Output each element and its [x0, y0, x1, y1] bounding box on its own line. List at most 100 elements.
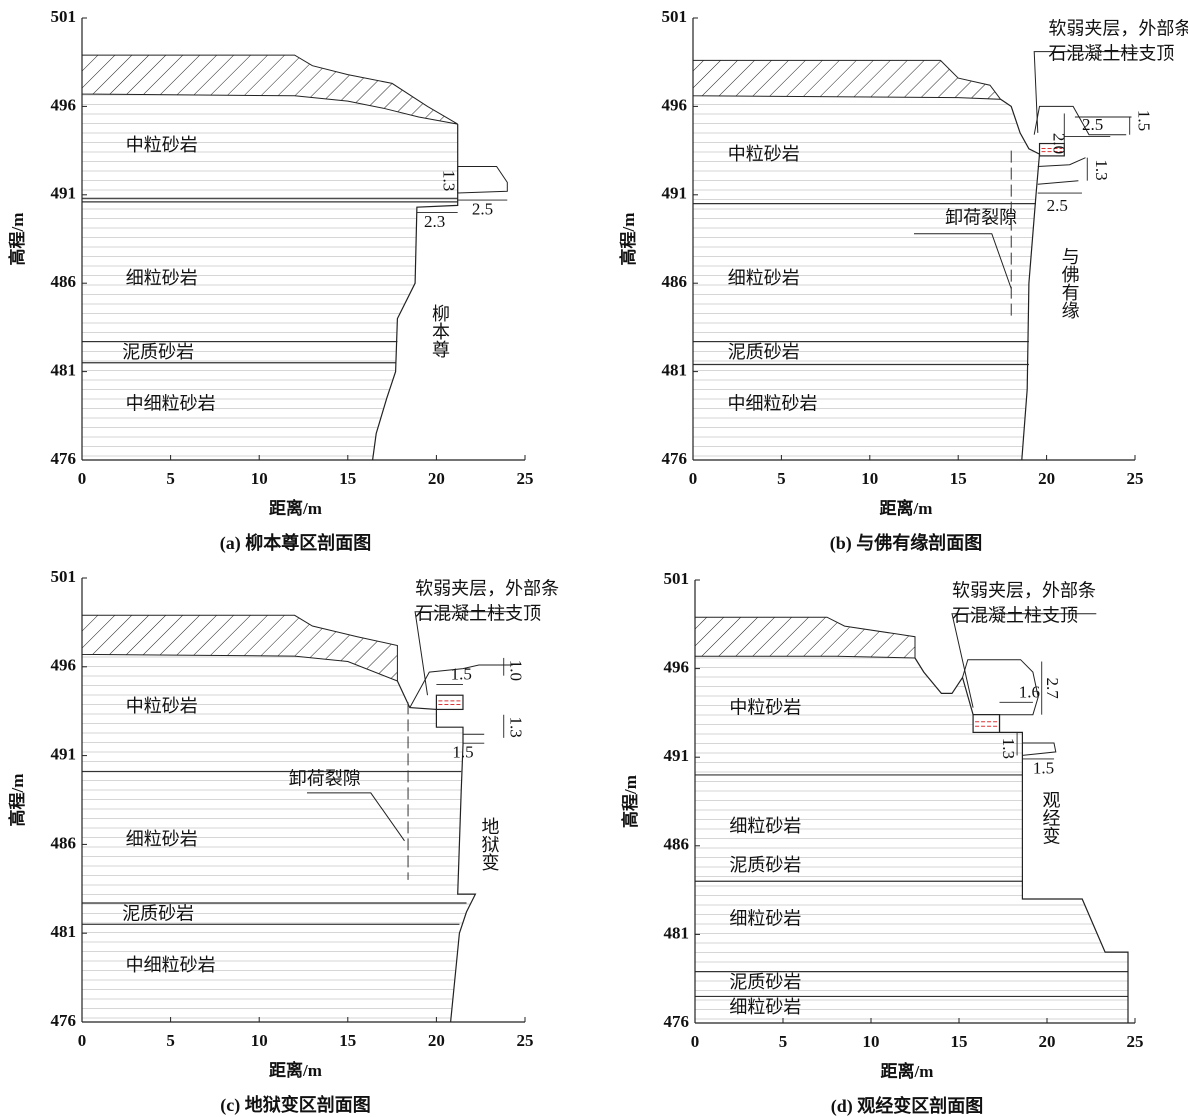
x-tick-label: 25 — [517, 469, 534, 488]
y-tick-label: 491 — [664, 746, 690, 765]
layer-label: 细粒砂岩 — [126, 268, 198, 288]
y-tick-label: 476 — [664, 1012, 690, 1031]
dimension-label: 2.7 — [1043, 677, 1062, 699]
leader — [307, 793, 405, 841]
panel-title: (b) 与佛有缘剖面图 — [830, 532, 983, 554]
note: 卸荷裂隙 — [945, 208, 1017, 228]
y-axis-label: 高程/m — [620, 775, 640, 828]
x-tick-label: 0 — [689, 469, 698, 488]
dimension-label: 1.6 — [1019, 682, 1040, 701]
y-tick-label: 476 — [662, 449, 688, 468]
y-tick-label: 501 — [662, 7, 688, 26]
note: 石混凝土柱支顶 — [952, 605, 1078, 625]
y-tick-label: 486 — [51, 272, 77, 291]
dimension-label: 2.5 — [1082, 115, 1103, 134]
dimension-label: 1.0 — [507, 660, 526, 681]
note: 石混凝土柱支顶 — [1048, 43, 1174, 63]
x-tick-label: 5 — [779, 1032, 788, 1051]
x-tick-label: 10 — [863, 1032, 880, 1051]
x-tick-label: 25 — [1127, 1032, 1144, 1051]
outline — [1034, 106, 1126, 134]
dimension-label: 2.5 — [1047, 196, 1068, 215]
layer-label: 细粒砂岩 — [729, 816, 801, 836]
layer-label: 中细粒砂岩 — [126, 955, 216, 975]
x-tick-label: 20 — [428, 469, 445, 488]
x-tick-label: 5 — [166, 1031, 175, 1050]
layer-label: 中粒砂岩 — [126, 696, 198, 716]
x-tick-label: 15 — [951, 1032, 968, 1051]
layer-label: 中粒砂岩 — [729, 697, 801, 717]
x-tick-label: 15 — [339, 469, 356, 488]
x-tick-label: 10 — [251, 469, 268, 488]
note: 卸荷裂隙 — [289, 769, 361, 789]
layer-label: 泥质砂岩 — [728, 342, 800, 362]
x-axis-label: 距离/m — [881, 1061, 934, 1081]
y-tick-label: 491 — [51, 745, 77, 764]
x-axis-label: 距离/m — [269, 1060, 322, 1080]
y-tick-label: 486 — [662, 272, 688, 291]
x-tick-label: 0 — [78, 469, 87, 488]
y-axis-label: 高程/m — [7, 213, 27, 266]
x-tick-label: 10 — [251, 1031, 268, 1050]
layer-label: 细粒砂岩 — [729, 997, 801, 1017]
dimension-label: 1.5 — [1134, 110, 1153, 131]
panel-title: (a) 柳本尊区剖面图 — [220, 532, 372, 554]
y-tick-label: 501 — [51, 7, 77, 26]
x-tick-label: 15 — [950, 469, 967, 488]
x-axis-label: 距离/m — [880, 498, 933, 518]
dimension-label: 1.3 — [1092, 159, 1111, 180]
x-tick-label: 0 — [691, 1032, 700, 1051]
layer-label: 泥质砂岩 — [122, 342, 194, 362]
x-tick-label: 25 — [1127, 469, 1144, 488]
x-tick-label: 25 — [517, 1031, 534, 1050]
y-tick-label: 491 — [51, 184, 77, 203]
layer-label: 泥质砂岩 — [729, 855, 801, 875]
soil-cap — [695, 617, 915, 658]
x-tick-label: 5 — [166, 469, 175, 488]
y-tick-label: 496 — [664, 658, 690, 677]
note: 观经变 — [1041, 790, 1061, 844]
x-tick-label: 0 — [78, 1031, 87, 1050]
x-axis-label: 距离/m — [269, 498, 322, 518]
layer-label: 中粒砂岩 — [126, 135, 198, 155]
dimension-label: 2.0 — [1049, 133, 1068, 154]
dimension-label: 1.3 — [439, 170, 458, 191]
layer-label: 泥质砂岩 — [122, 904, 194, 924]
rock-face — [915, 658, 1128, 1023]
panel-title: (c) 地狱变区剖面图 — [220, 1094, 370, 1116]
panel: 4764814864914965010510152025距离/m高程/m(c) … — [7, 567, 559, 1116]
x-tick-label: 10 — [861, 469, 878, 488]
note: 柳本尊 — [430, 304, 450, 359]
dimension-label: 1.5 — [1033, 759, 1054, 778]
note: 地狱变 — [480, 817, 500, 871]
x-tick-label: 15 — [339, 1031, 356, 1050]
rock-face — [1001, 99, 1040, 460]
note: 软弱夹层，外部条 — [415, 579, 559, 599]
soil-cap — [82, 615, 397, 681]
outline — [1022, 743, 1055, 755]
layer-label: 细粒砂岩 — [729, 908, 801, 928]
layer-label: 泥质砂岩 — [729, 972, 801, 992]
dimension-label: 1.3 — [999, 738, 1018, 759]
y-tick-label: 486 — [51, 833, 77, 852]
outline — [1038, 181, 1079, 185]
layer-label: 细粒砂岩 — [126, 829, 198, 849]
note: 软弱夹层，外部条 — [952, 581, 1096, 601]
y-tick-label: 491 — [662, 184, 688, 203]
y-tick-label: 481 — [662, 361, 688, 380]
outline — [1038, 158, 1086, 167]
panel-title: (d) 观经变区剖面图 — [831, 1095, 984, 1117]
dimension-label: 2.5 — [472, 200, 493, 219]
y-tick-label: 486 — [664, 835, 690, 854]
y-tick-label: 501 — [51, 567, 77, 586]
y-axis-label: 高程/m — [618, 213, 638, 266]
figure: 4764814864914965010510152025距离/m高程/m(a) … — [0, 0, 1188, 1117]
weak-layer — [436, 695, 463, 709]
y-tick-label: 476 — [51, 449, 77, 468]
y-tick-label: 496 — [51, 95, 77, 114]
layer-label: 中粒砂岩 — [728, 144, 800, 164]
leader — [914, 234, 1011, 289]
dimension-label: 2.3 — [424, 212, 445, 231]
dimension-label: 1.3 — [507, 717, 526, 738]
